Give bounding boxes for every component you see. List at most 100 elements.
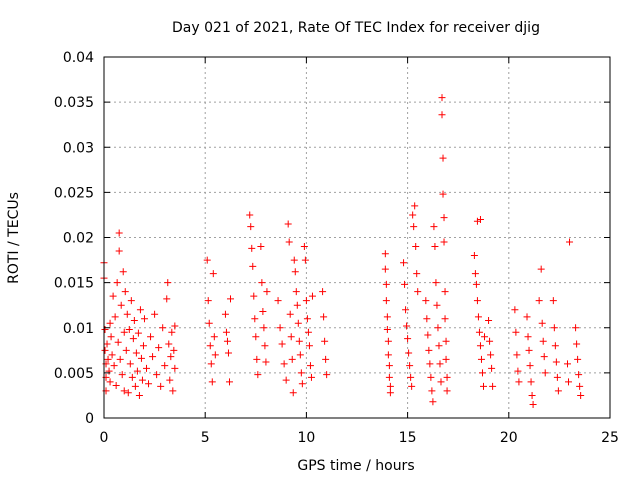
data-point (222, 328, 230, 336)
data-point (153, 371, 161, 379)
data-point (528, 391, 536, 399)
data-point (120, 387, 128, 395)
data-point (535, 297, 543, 305)
data-point (512, 328, 520, 336)
data-point (301, 256, 309, 264)
data-point (110, 362, 118, 370)
data-point (296, 351, 304, 359)
x-tick-label: 10 (297, 430, 315, 446)
data-points (100, 94, 585, 408)
data-point (262, 358, 270, 366)
y-tick-label: 0.005 (54, 366, 94, 382)
data-point (552, 358, 560, 366)
data-point (539, 337, 547, 345)
data-point (250, 292, 258, 300)
data-point (168, 328, 176, 336)
data-point (206, 342, 214, 350)
x-tick-label: 25 (601, 430, 619, 446)
data-point (436, 360, 444, 368)
data-point (223, 337, 231, 345)
data-point (295, 337, 303, 345)
data-point (409, 211, 417, 219)
data-point (423, 315, 431, 323)
y-tick-label: 0.015 (54, 276, 94, 292)
data-point (107, 333, 115, 341)
data-point (435, 342, 443, 350)
data-point (540, 353, 548, 361)
data-point (249, 262, 257, 270)
data-point (386, 382, 394, 390)
data-point (209, 270, 217, 278)
data-point (303, 315, 311, 323)
data-point (320, 313, 328, 321)
data-point (120, 328, 128, 336)
data-point (573, 340, 581, 348)
data-point (433, 301, 441, 309)
data-point (147, 333, 155, 341)
data-point (476, 215, 484, 223)
data-point (385, 362, 393, 370)
data-point (227, 295, 234, 303)
data-point (105, 367, 113, 375)
data-point (247, 223, 255, 231)
data-point (514, 367, 522, 375)
data-point (210, 333, 218, 341)
data-point (261, 342, 269, 350)
data-point (203, 256, 211, 264)
data-point (323, 371, 331, 379)
data-point (121, 288, 129, 296)
data-point (101, 346, 109, 354)
data-point (288, 355, 296, 363)
y-tick-label: 0.01 (63, 321, 94, 337)
data-point (525, 346, 533, 354)
data-point (478, 369, 486, 377)
data-point (253, 355, 261, 363)
y-tick-label: 0 (85, 411, 94, 427)
data-point (115, 247, 123, 255)
data-point (411, 202, 419, 210)
data-point (476, 342, 484, 350)
data-point (406, 362, 414, 370)
data-point (116, 355, 124, 363)
y-tick-label: 0.03 (63, 140, 94, 156)
data-point (430, 223, 438, 231)
data-point (111, 313, 119, 321)
data-point (523, 313, 531, 321)
data-point (248, 244, 256, 252)
data-point (133, 367, 141, 375)
data-point (259, 308, 267, 316)
data-point (274, 297, 282, 305)
data-point (159, 324, 167, 332)
data-point (422, 297, 430, 305)
data-point (278, 340, 286, 348)
data-point (106, 319, 114, 327)
data-point (473, 217, 481, 225)
data-point (286, 310, 294, 318)
data-point (428, 387, 436, 395)
data-point (438, 94, 446, 102)
data-point (538, 319, 546, 327)
y-tick-label: 0.04 (63, 50, 94, 66)
data-point (225, 378, 233, 386)
data-point (165, 340, 173, 348)
data-point (429, 398, 437, 406)
data-point (432, 279, 440, 287)
data-point (471, 270, 479, 278)
data-point (480, 382, 487, 390)
data-point (108, 351, 116, 359)
tick-labels: 0 5 10 15 20 25 0 0.005 0.01 0.015 0.02 0.025 0.03 0.… (54, 50, 619, 446)
data-point (106, 378, 114, 386)
data-point (118, 371, 126, 379)
data-point (117, 301, 125, 309)
data-point (205, 319, 213, 327)
data-point (143, 364, 151, 372)
data-point (575, 371, 583, 379)
data-point (574, 355, 582, 363)
data-point (171, 322, 179, 330)
data-point (424, 331, 432, 339)
data-point (282, 376, 290, 384)
data-point (481, 333, 489, 341)
data-point (289, 389, 297, 397)
data-point (276, 324, 284, 332)
chart-title: Day 021 of 2021, Rate Of TEC Index for r… (172, 20, 540, 36)
